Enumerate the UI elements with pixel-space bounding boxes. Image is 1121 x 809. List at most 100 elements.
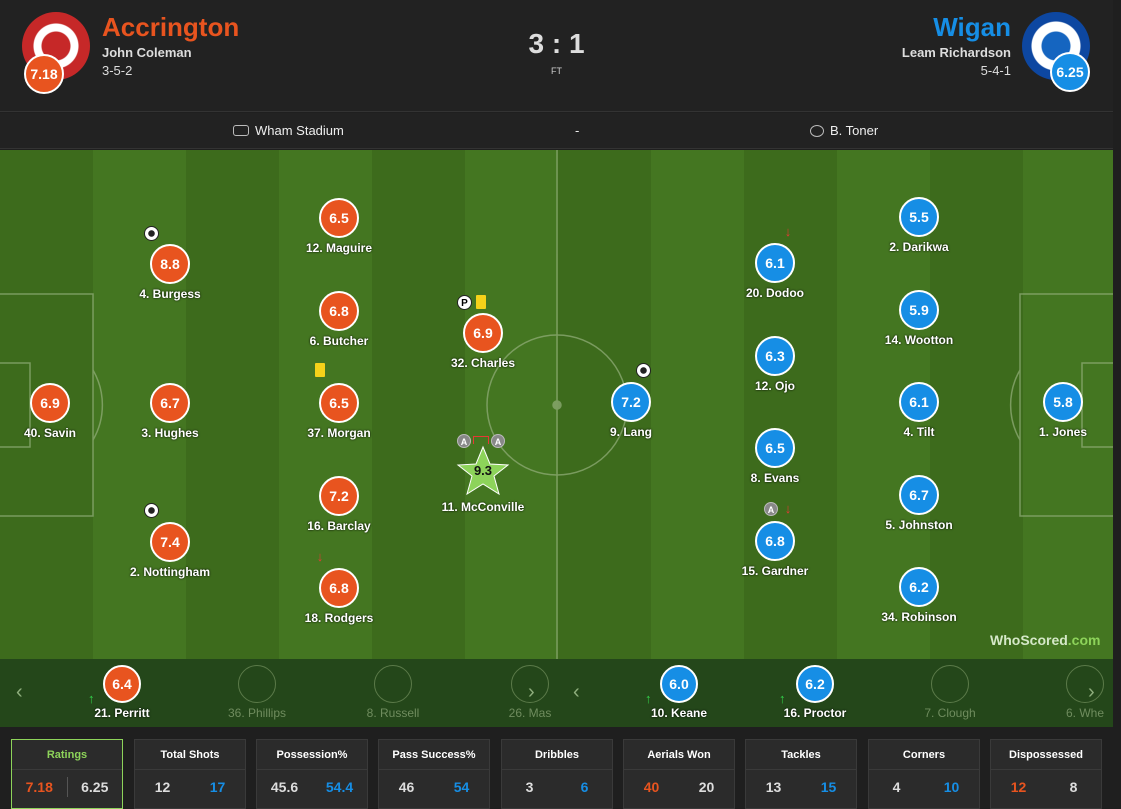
player-name: 12. Maguire bbox=[305, 241, 373, 255]
empty-rating bbox=[374, 665, 412, 703]
home-bench-next-icon[interactable]: › bbox=[528, 681, 535, 703]
match-score: 3 : 1 bbox=[528, 28, 585, 59]
stat-away-value: 6.25 bbox=[81, 779, 109, 795]
player-rating: 6.0 bbox=[660, 665, 698, 703]
player-name: 11. McConville bbox=[441, 500, 525, 514]
home-player-butcher[interactable]: 6.8 6. Butcher bbox=[279, 291, 399, 348]
player-name: 7. Clough bbox=[924, 706, 976, 720]
home-player-morgan[interactable]: 6.5 37. Morgan bbox=[279, 383, 399, 440]
home-player-maguire[interactable]: 6.5 12. Maguire bbox=[279, 198, 399, 255]
goal-ball-icon bbox=[144, 226, 159, 241]
away-player-tilt[interactable]: 6.1 4. Tilt bbox=[859, 382, 979, 439]
home-player-nottingham[interactable]: 7.4 2. Nottingham bbox=[110, 522, 230, 579]
player-rating: 6.8 bbox=[319, 568, 359, 608]
stat-away-value: 6 bbox=[580, 779, 589, 795]
away-sub-clough[interactable]: 7. Clough bbox=[900, 665, 1000, 720]
sub-in-icon: ↑ bbox=[88, 691, 95, 706]
bracket-icon bbox=[473, 436, 489, 444]
player-name: 32. Charles bbox=[450, 356, 516, 370]
whoscored-logo[interactable]: WhoScored.com bbox=[990, 632, 1100, 648]
empty-rating bbox=[238, 665, 276, 703]
away-manager: Leam Richardson bbox=[901, 45, 1011, 60]
away-player-ojo[interactable]: 6.3 12. Ojo bbox=[715, 336, 835, 393]
stat-tab-aerials-won[interactable]: Aerials Won 40 20 bbox=[623, 739, 735, 809]
player-name: 15. Gardner bbox=[741, 564, 809, 578]
home-bench-prev-icon[interactable]: ‹ bbox=[16, 681, 23, 703]
stat-tab-corners[interactable]: Corners 4 10 bbox=[868, 739, 980, 809]
player-rating: 8.8 bbox=[150, 244, 190, 284]
stat-home-value: 3 bbox=[525, 779, 534, 795]
away-player-wootton[interactable]: 5.9 14. Wootton bbox=[859, 290, 979, 347]
stat-tab-dispossessed[interactable]: Dispossessed 12 8 bbox=[990, 739, 1102, 809]
home-player-charles[interactable]: 6.9 32. Charles bbox=[423, 313, 543, 370]
away-bench-prev-icon[interactable]: ‹ bbox=[573, 681, 580, 703]
brand-suffix: .com bbox=[1067, 632, 1101, 648]
player-rating: 6.9 bbox=[463, 313, 503, 353]
stat-tab-ratings[interactable]: Ratings 7.18 6.25 bbox=[11, 739, 123, 809]
player-name: 4. Burgess bbox=[139, 287, 201, 301]
player-rating: 6.5 bbox=[319, 383, 359, 423]
away-player-darikwa[interactable]: 5.5 2. Darikwa bbox=[859, 197, 979, 254]
away-team-name[interactable]: Wigan bbox=[933, 12, 1011, 42]
pitch: 6.9 40. Savin 8.8 4. Burgess 6.7 3. Hugh… bbox=[0, 150, 1113, 659]
stat-home-value: 13 bbox=[765, 779, 782, 795]
away-player-evans[interactable]: 6.5 8. Evans bbox=[715, 428, 835, 485]
away-player-dodoo[interactable]: 6.1 20. Dodoo bbox=[715, 243, 835, 300]
away-bench-next-icon[interactable]: › bbox=[1088, 681, 1095, 703]
away-player-lang[interactable]: 7.2 9. Lang bbox=[571, 382, 691, 439]
player-name: 10. Keane bbox=[650, 706, 708, 720]
player-rating: 6.1 bbox=[755, 243, 795, 283]
stat-tab-possession[interactable]: Possession% 45.6 54.4 bbox=[256, 739, 368, 809]
player-rating: 6.2 bbox=[796, 665, 834, 703]
empty-rating bbox=[931, 665, 969, 703]
home-sub-mas[interactable]: 26. Mas bbox=[480, 665, 580, 720]
away-player-jones[interactable]: 5.8 1. Jones bbox=[1003, 382, 1113, 439]
player-name: 6. Whe bbox=[1065, 706, 1104, 720]
stat-away-value: 20 bbox=[698, 779, 715, 795]
home-player-mcconville[interactable]: 9.3 11. McConville bbox=[423, 445, 543, 514]
home-player-savin[interactable]: 6.9 40. Savin bbox=[0, 383, 110, 440]
away-player-gardner[interactable]: 6.8 15. Gardner bbox=[715, 521, 835, 578]
player-rating: 6.8 bbox=[755, 521, 795, 561]
home-player-burgess[interactable]: 8.8 4. Burgess bbox=[110, 244, 230, 301]
home-team-rating: 7.18 bbox=[24, 54, 64, 94]
away-sub-keane[interactable]: 6.0 10. Keane bbox=[629, 665, 729, 720]
stats-bar: Ratings 7.18 6.25 Total Shots 12 17 Posses… bbox=[0, 727, 1113, 809]
home-sub-russell[interactable]: 8. Russell bbox=[343, 665, 443, 720]
away-player-robinson[interactable]: 6.2 34. Robinson bbox=[859, 567, 979, 624]
stat-divider bbox=[66, 777, 68, 797]
home-player-barclay[interactable]: 7.2 16. Barclay bbox=[279, 476, 399, 533]
stat-tab-tackles[interactable]: Tackles 13 15 bbox=[745, 739, 857, 809]
player-name: 9. Lang bbox=[609, 425, 652, 439]
stat-title: Possession% bbox=[257, 740, 367, 770]
player-name: 20. Dodoo bbox=[745, 286, 804, 300]
stat-tab-pass-success[interactable]: Pass Success% 46 54 bbox=[378, 739, 490, 809]
home-formation: 3-5-2 bbox=[102, 63, 133, 78]
sub-in-icon: ↑ bbox=[645, 691, 652, 706]
stat-title: Pass Success% bbox=[379, 740, 489, 770]
home-sub-perritt[interactable]: 6.4 21. Perritt bbox=[72, 665, 172, 720]
player-rating: 7.2 bbox=[319, 476, 359, 516]
assist-icon: A bbox=[491, 434, 505, 448]
player-name: 6. Butcher bbox=[309, 334, 369, 348]
away-sub-proctor[interactable]: 6.2 16. Proctor bbox=[765, 665, 865, 720]
venue: Wham Stadium bbox=[233, 123, 344, 138]
home-player-rodgers[interactable]: 6.8 18. Rodgers bbox=[279, 568, 399, 625]
venue-name: Wham Stadium bbox=[255, 123, 344, 138]
away-player-johnston[interactable]: 6.7 5. Johnston bbox=[859, 475, 979, 532]
player-rating: 9.3 bbox=[473, 463, 493, 478]
stat-title: Aerials Won bbox=[624, 740, 734, 770]
assist-icon: A bbox=[457, 434, 471, 448]
player-name: 36. Phillips bbox=[227, 706, 287, 720]
stat-home-value: 40 bbox=[643, 779, 660, 795]
away-sub-whe[interactable]: 6. Whe bbox=[1035, 665, 1113, 720]
player-name: 5. Johnston bbox=[885, 518, 953, 532]
stat-tab-dribbles[interactable]: Dribbles 3 6 bbox=[501, 739, 613, 809]
home-sub-phillips[interactable]: 36. Phillips bbox=[207, 665, 307, 720]
stat-tab-total-shots[interactable]: Total Shots 12 17 bbox=[134, 739, 246, 809]
player-name: 21. Perritt bbox=[94, 706, 150, 720]
home-player-hughes[interactable]: 6.7 3. Hughes bbox=[110, 383, 230, 440]
player-name: 2. Darikwa bbox=[889, 240, 949, 254]
home-team-name[interactable]: Accrington bbox=[102, 12, 240, 42]
player-name: 2. Nottingham bbox=[130, 565, 210, 579]
